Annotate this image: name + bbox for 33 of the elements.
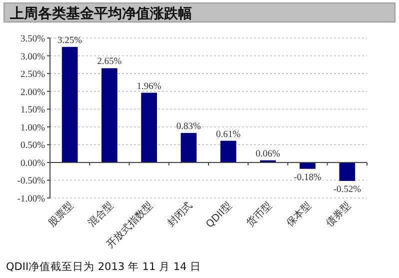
bar — [220, 140, 236, 162]
y-tick-label: -1.00% — [17, 194, 46, 204]
x-tick-label: 保本型 — [284, 200, 314, 230]
x-tick-label: 货币型 — [244, 200, 274, 230]
bar — [300, 162, 316, 169]
x-tick-label: 股票型 — [46, 200, 76, 230]
x-tick-label: 混合型 — [86, 200, 116, 230]
bar — [339, 162, 356, 181]
x-tick-label: 债券型 — [324, 200, 354, 230]
chart-title: 上周各类基金平均净值涨跌幅 — [9, 6, 192, 22]
bar — [180, 132, 197, 162]
y-tick-label: 1.50% — [20, 106, 46, 116]
bar — [141, 92, 157, 162]
y-tick-label: 0.50% — [20, 141, 46, 152]
y-tick-label: 3.50% — [20, 34, 46, 44]
data-label: 2.65% — [97, 57, 122, 68]
data-label: 1.96% — [136, 82, 162, 92]
data-label: -0.52% — [333, 184, 362, 195]
data-label: 0.06% — [256, 149, 280, 160]
bar — [102, 68, 118, 162]
y-tick-label: 1.00% — [20, 123, 46, 134]
data-label: 0.83% — [176, 122, 202, 132]
data-label: 0.61% — [216, 130, 241, 140]
bar — [62, 46, 78, 162]
text: QDII净值截至日为 2013 年 11 月 14 日 — [6, 260, 202, 273]
y-tick-label: 3.00% — [20, 52, 46, 62]
y-tick-label: 0.00% — [20, 158, 46, 169]
x-tick-label: 封闭式 — [165, 200, 195, 230]
data-label: -0.18% — [294, 172, 322, 183]
y-tick-label: 2.00% — [20, 88, 46, 98]
y-tick-label: -0.50% — [17, 176, 46, 187]
data-label: 3.25% — [58, 36, 82, 46]
y-tick-label: 2.50% — [20, 70, 46, 80]
